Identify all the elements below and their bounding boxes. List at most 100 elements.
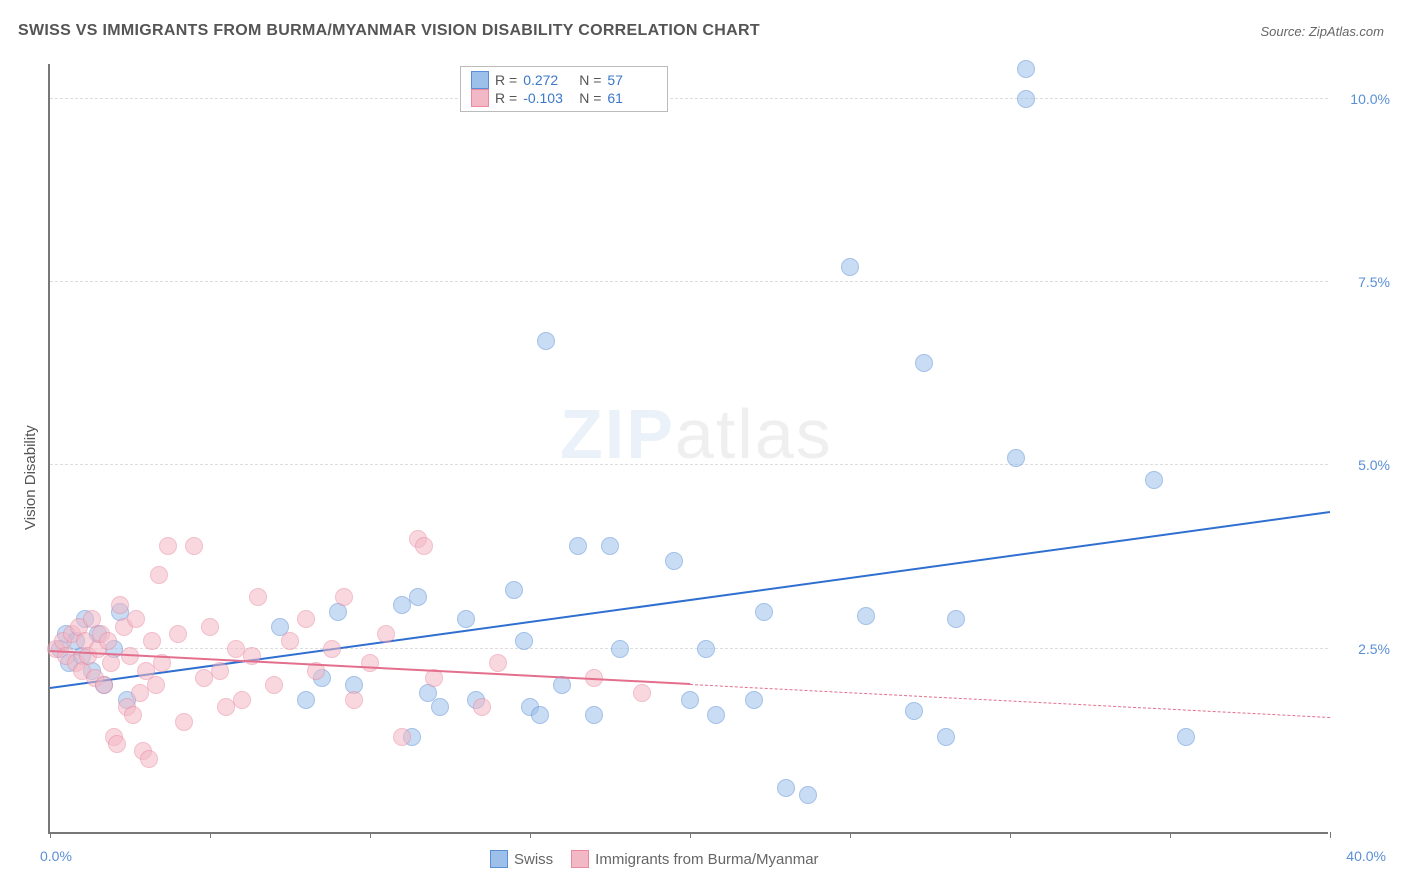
- data-point: [185, 537, 203, 555]
- data-point: [108, 735, 126, 753]
- data-point: [905, 702, 923, 720]
- x-axis-max-label: 40.0%: [1346, 848, 1386, 864]
- data-point: [249, 588, 267, 606]
- data-point: [150, 566, 168, 584]
- data-point: [489, 654, 507, 672]
- data-point: [431, 698, 449, 716]
- data-point: [531, 706, 549, 724]
- trend-line: [50, 511, 1330, 689]
- data-point: [857, 607, 875, 625]
- legend-item: Swiss: [490, 850, 553, 868]
- y-axis-title: Vision Disability: [22, 425, 39, 530]
- legend-swatch: [490, 850, 508, 868]
- grid-line: [50, 281, 1328, 282]
- data-point: [841, 258, 859, 276]
- legend-item: Immigrants from Burma/Myanmar: [571, 850, 818, 868]
- data-point: [361, 654, 379, 672]
- data-point: [633, 684, 651, 702]
- x-tick: [530, 832, 531, 838]
- data-point: [111, 596, 129, 614]
- y-tick-label: 2.5%: [1358, 641, 1390, 657]
- x-tick: [1330, 832, 1331, 838]
- data-point: [755, 603, 773, 621]
- data-point: [611, 640, 629, 658]
- data-point: [537, 332, 555, 350]
- data-point: [143, 632, 161, 650]
- data-point: [585, 706, 603, 724]
- x-tick: [850, 832, 851, 838]
- data-point: [777, 779, 795, 797]
- data-point: [102, 654, 120, 672]
- data-point: [323, 640, 341, 658]
- grid-line: [50, 98, 1328, 99]
- data-point: [937, 728, 955, 746]
- data-point: [99, 632, 117, 650]
- legend-row: R = -0.103 N = 61: [471, 89, 657, 107]
- trend-line: [690, 684, 1330, 718]
- data-point: [211, 662, 229, 680]
- data-point: [665, 552, 683, 570]
- data-point: [175, 713, 193, 731]
- chart-container: SWISS VS IMMIGRANTS FROM BURMA/MYANMAR V…: [0, 0, 1406, 892]
- scatter-plot: ZIPatlas 2.5%5.0%7.5%10.0%: [48, 64, 1328, 834]
- legend-swatch: [571, 850, 589, 868]
- data-point: [1017, 60, 1035, 78]
- data-point: [745, 691, 763, 709]
- x-tick: [210, 832, 211, 838]
- data-point: [1017, 90, 1035, 108]
- legend-swatch: [471, 89, 489, 107]
- data-point: [515, 632, 533, 650]
- data-point: [457, 610, 475, 628]
- data-point: [297, 691, 315, 709]
- data-point: [159, 537, 177, 555]
- correlation-legend: R = 0.272 N = 57 R = -0.103 N = 61: [460, 66, 668, 112]
- source-label: Source: ZipAtlas.com: [1260, 24, 1384, 39]
- data-point: [601, 537, 619, 555]
- x-tick: [1170, 832, 1171, 838]
- y-tick-label: 10.0%: [1350, 91, 1390, 107]
- x-axis-min-label: 0.0%: [40, 848, 72, 864]
- y-tick-label: 5.0%: [1358, 457, 1390, 473]
- chart-title: SWISS VS IMMIGRANTS FROM BURMA/MYANMAR V…: [18, 22, 760, 40]
- data-point: [707, 706, 725, 724]
- data-point: [415, 537, 433, 555]
- data-point: [697, 640, 715, 658]
- data-point: [553, 676, 571, 694]
- data-point: [127, 610, 145, 628]
- data-point: [281, 632, 299, 650]
- data-point: [915, 354, 933, 372]
- data-point: [345, 691, 363, 709]
- data-point: [393, 728, 411, 746]
- data-point: [147, 676, 165, 694]
- data-point: [169, 625, 187, 643]
- data-point: [681, 691, 699, 709]
- data-point: [505, 581, 523, 599]
- legend-row: R = 0.272 N = 57: [471, 71, 657, 89]
- data-point: [335, 588, 353, 606]
- data-point: [1145, 471, 1163, 489]
- data-point: [947, 610, 965, 628]
- data-point: [201, 618, 219, 636]
- data-point: [95, 676, 113, 694]
- data-point: [124, 706, 142, 724]
- watermark: ZIPatlas: [560, 394, 833, 474]
- data-point: [409, 588, 427, 606]
- data-point: [233, 691, 251, 709]
- legend-swatch: [471, 71, 489, 89]
- x-tick: [370, 832, 371, 838]
- x-tick: [1010, 832, 1011, 838]
- data-point: [140, 750, 158, 768]
- x-tick: [690, 832, 691, 838]
- y-tick-label: 7.5%: [1358, 274, 1390, 290]
- grid-line: [50, 464, 1328, 465]
- x-tick: [50, 832, 51, 838]
- series-legend: Swiss Immigrants from Burma/Myanmar: [490, 850, 819, 868]
- data-point: [265, 676, 283, 694]
- data-point: [297, 610, 315, 628]
- data-point: [1177, 728, 1195, 746]
- data-point: [473, 698, 491, 716]
- data-point: [569, 537, 587, 555]
- data-point: [799, 786, 817, 804]
- data-point: [1007, 449, 1025, 467]
- data-point: [377, 625, 395, 643]
